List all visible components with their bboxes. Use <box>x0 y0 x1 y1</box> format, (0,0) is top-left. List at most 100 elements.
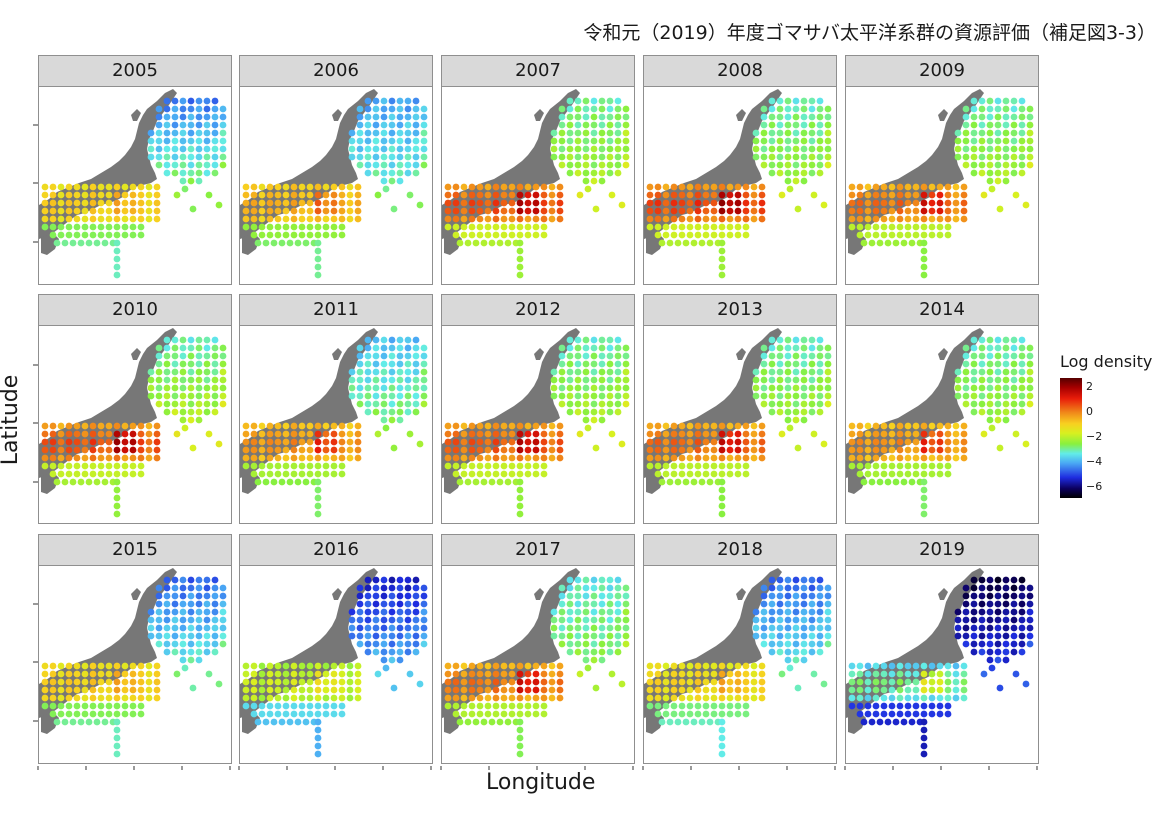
density-point <box>896 686 904 694</box>
density-point <box>203 576 211 584</box>
density-point <box>952 207 960 215</box>
density-point <box>532 710 540 718</box>
density-point <box>404 600 412 608</box>
density-point <box>420 105 428 113</box>
density-point <box>187 344 195 352</box>
map-plot <box>845 566 1039 764</box>
density-point <box>412 368 420 376</box>
density-point <box>970 400 978 408</box>
density-point <box>396 400 404 408</box>
density-point <box>614 408 622 416</box>
density-point <box>97 686 105 694</box>
density-point <box>153 207 161 215</box>
density-point <box>195 584 203 592</box>
density-point <box>718 718 726 726</box>
density-point <box>306 438 314 446</box>
density-point <box>306 662 314 670</box>
density-point <box>476 710 484 718</box>
density-point <box>65 662 73 670</box>
density-point <box>622 368 630 376</box>
density-point <box>994 600 1002 608</box>
density-point <box>444 670 452 678</box>
density-map <box>39 328 227 518</box>
density-point <box>412 632 420 640</box>
density-point <box>540 422 548 430</box>
density-point <box>670 223 678 231</box>
density-point <box>960 183 968 191</box>
density-point <box>163 161 171 169</box>
density-point <box>864 686 872 694</box>
density-point <box>962 352 970 360</box>
density-point <box>784 384 792 392</box>
density-point <box>155 584 163 592</box>
density-point <box>171 129 179 137</box>
density-point <box>372 137 380 145</box>
density-point <box>848 430 856 438</box>
density-point <box>718 670 726 678</box>
density-point <box>189 684 197 692</box>
density-point <box>954 153 962 161</box>
density-point <box>994 616 1002 624</box>
density-point <box>686 183 694 191</box>
density-point <box>880 231 888 239</box>
density-point <box>646 670 654 678</box>
density-point <box>994 161 1002 169</box>
density-point <box>97 694 105 702</box>
density-point <box>404 360 412 368</box>
island <box>444 472 462 494</box>
density-point <box>598 408 606 416</box>
density-point <box>488 478 496 486</box>
density-point <box>266 694 274 702</box>
density-point <box>590 600 598 608</box>
density-point <box>824 376 832 384</box>
density-point <box>388 400 396 408</box>
density-point <box>322 446 330 454</box>
density-point <box>590 137 598 145</box>
density-point <box>994 632 1002 640</box>
density-point <box>548 662 556 670</box>
density-point <box>282 694 290 702</box>
density-point <box>145 670 153 678</box>
density-point <box>155 344 163 352</box>
density-point <box>65 454 73 462</box>
density-point <box>1026 129 1034 137</box>
panel-year-label: 2012 <box>441 294 635 326</box>
density-point <box>548 686 556 694</box>
density-point <box>742 686 750 694</box>
density-point <box>540 231 548 239</box>
density-point <box>776 161 784 169</box>
density-point <box>242 430 250 438</box>
density-point <box>380 121 388 129</box>
density-point <box>211 344 219 352</box>
density-point <box>962 384 970 392</box>
density-points <box>41 97 227 279</box>
density-point <box>203 344 211 352</box>
density-point <box>1002 384 1010 392</box>
density-point <box>57 215 65 223</box>
density-point <box>274 422 282 430</box>
density-point <box>282 231 290 239</box>
density-point <box>155 384 163 392</box>
density-point <box>89 446 97 454</box>
density-point <box>388 648 396 656</box>
density-point <box>800 352 808 360</box>
density-point <box>219 344 227 352</box>
density-point <box>468 191 476 199</box>
density-point <box>710 662 718 670</box>
density-point <box>706 718 714 726</box>
density-point <box>574 121 582 129</box>
density-point <box>41 422 49 430</box>
density-point <box>548 678 556 686</box>
density-point <box>516 662 524 670</box>
density-point <box>460 191 468 199</box>
density-point <box>896 207 904 215</box>
density-point <box>516 215 524 223</box>
density-point <box>606 576 614 584</box>
density-point <box>306 702 314 710</box>
density-point <box>1002 608 1010 616</box>
density-point <box>760 600 768 608</box>
density-point <box>464 239 472 247</box>
density-point <box>662 422 670 430</box>
density-point <box>994 408 1002 416</box>
density-point <box>618 440 626 448</box>
